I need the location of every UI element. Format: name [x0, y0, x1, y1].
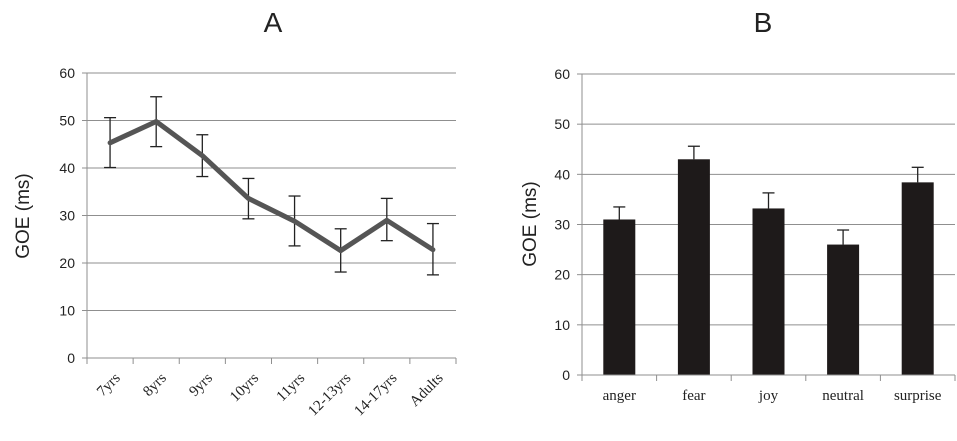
x-tick-label: fear: [682, 388, 705, 404]
x-tick-label: 11yrs: [274, 370, 309, 405]
x-tick-label: neutral: [822, 388, 864, 404]
series-line: [107, 119, 436, 254]
x-tick-label: 14-17yrs: [351, 370, 400, 419]
x-tick-label: 7yrs: [94, 370, 124, 400]
y-tick-label: 30: [554, 217, 570, 233]
x-tick-label: 8yrs: [140, 370, 170, 400]
y-tick-label: 20: [554, 267, 570, 283]
x-tick-label: 9yrs: [186, 370, 216, 400]
x-tick-label: joy: [758, 388, 779, 404]
y-tick-label: 0: [562, 367, 570, 383]
x-tick-label: 12-13yrs: [305, 370, 354, 419]
error-bar: [762, 192, 775, 209]
bar-neutral: [827, 244, 860, 375]
y-tick-label: 30: [59, 208, 75, 224]
y-tick-label: 0: [67, 350, 75, 366]
panel-a-label: A: [264, 7, 283, 38]
bar-joy: [752, 208, 785, 375]
error-bar: [687, 145, 700, 160]
y-tick-label: 60: [554, 66, 570, 82]
y-tick-label: 40: [554, 166, 570, 182]
bar-surprise: [901, 182, 934, 375]
error-bar: [837, 229, 850, 245]
bar-fear: [677, 159, 710, 375]
y-tick-label: 50: [59, 113, 75, 129]
panel-b-y-axis-label: GOE (ms): [520, 181, 541, 267]
x-tick-label: anger: [603, 388, 636, 404]
y-tick-label: 50: [554, 116, 570, 132]
panel-a-y-axis-label: GOE (ms): [13, 173, 34, 259]
x-tick-label: 10yrs: [227, 370, 262, 405]
y-tick-label: 40: [59, 160, 75, 176]
y-tick-label: 20: [59, 255, 75, 271]
y-tick-label: 10: [59, 303, 75, 319]
error-bar: [613, 206, 626, 220]
error-bar: [911, 166, 924, 183]
y-tick-label: 60: [59, 65, 75, 81]
x-tick-label: surprise: [894, 388, 942, 404]
panel-b-label: B: [754, 7, 773, 38]
panel-b: B GOE (ms) 0 10 20 30 40 50 60 anger fear joy neu…: [520, 7, 956, 404]
x-tick-label: Adults: [407, 370, 447, 410]
bar-anger: [603, 219, 636, 375]
panel-a: A GOE (ms) 0 10 20 30 40 50 60 7yrs 8yrs 9yrs 10y…: [13, 7, 457, 419]
y-tick-label: 10: [554, 317, 570, 333]
